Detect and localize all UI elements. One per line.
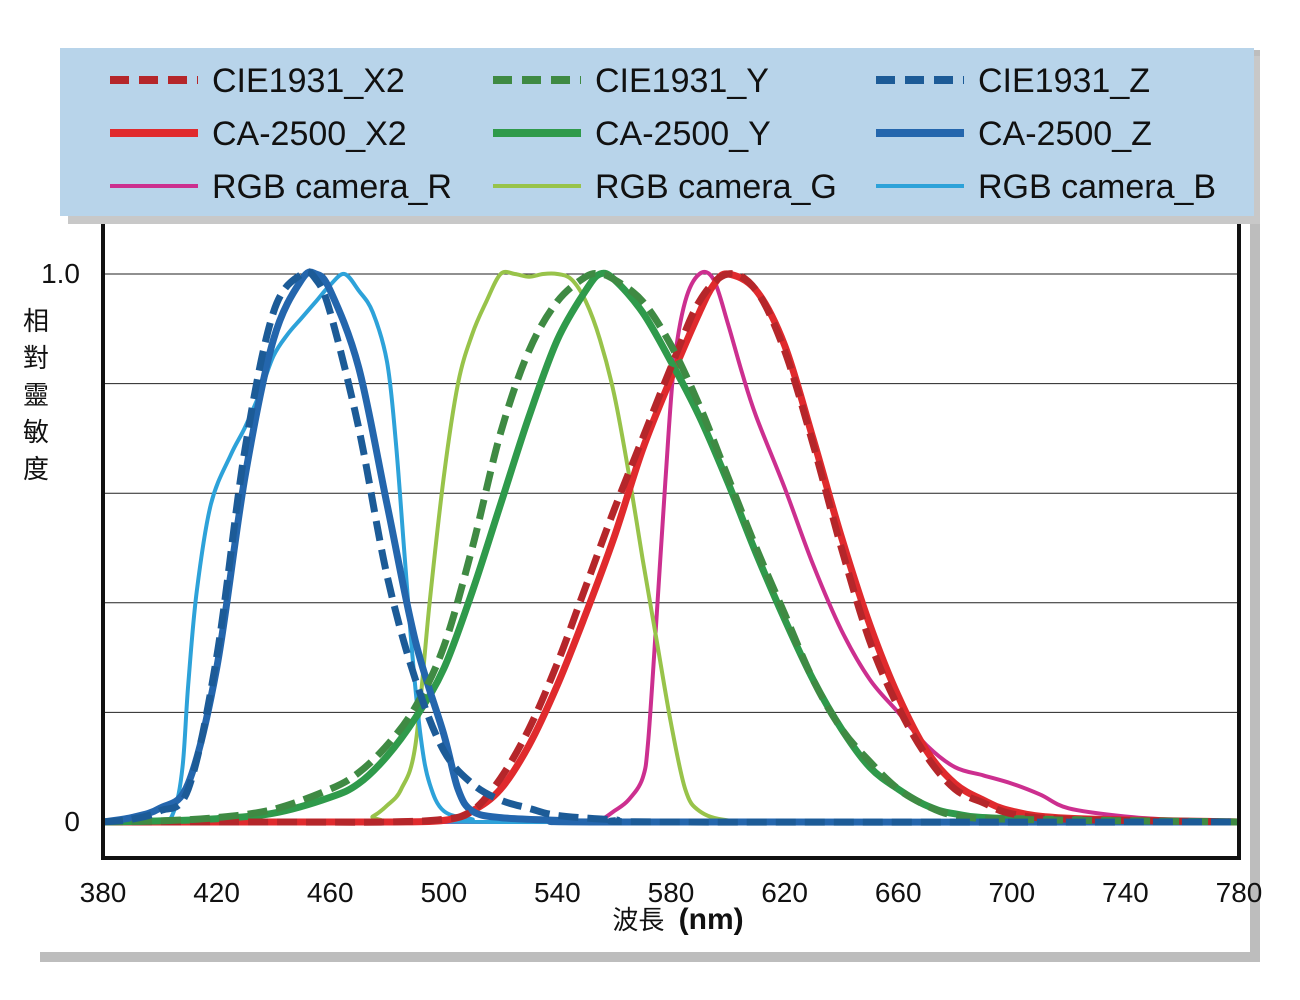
series-group [102,268,1240,826]
legend-shadow-bottom [68,216,1260,224]
x-tick-label-460: 460 [307,877,354,908]
x-tick-label-580: 580 [648,877,695,908]
x-tick-label-380: 380 [80,877,127,908]
series-line-rgb-camera-g [102,269,1240,825]
x-tick-label-420: 420 [193,877,240,908]
x-axis-title-cjk: 波長 [612,906,664,936]
series-line-rgb-camera-r [102,269,1240,825]
series-line-cie1931-z [102,268,1240,826]
legend-box [60,48,1254,216]
x-tick-label-740: 740 [1102,877,1149,908]
gridlines [103,273,1239,713]
legend-label-ca-2500-y: CA-2500_Y [595,115,771,153]
plot-frame [101,184,1241,860]
y-axis-title-char: 敏 [23,418,49,448]
series-line-cie1931-y [102,269,1240,826]
x-tick-label-620: 620 [761,877,808,908]
legend-label-rgb-camera-r: RGB camera_R [212,168,452,206]
y-tick-labels: 01.0 [41,258,80,837]
x-tick-label-700: 700 [988,877,1035,908]
legend-label-rgb-camera-b: RGB camera_B [978,168,1216,206]
legend-label-rgb-camera-g: RGB camera_G [595,168,837,206]
x-tick-labels: 380 420 460 500 540 580 620 660 700 740 780 [80,877,1263,908]
y-axis-title-char: 靈 [23,381,49,411]
legend: CIE1931_X2 CIE1931_Y CIE1931_Z CA-2500_X2 CA… [110,62,1216,206]
x-tick-label-780: 780 [1216,877,1263,908]
x-tick-label-660: 660 [875,877,922,908]
legend-label-ca-2500-x2: CA-2500_X2 [212,115,407,153]
y-axis-title-char: 相 [23,307,49,337]
legend-label-cie1931-z: CIE1931_Z [978,62,1150,100]
x-tick-label-540: 540 [534,877,581,908]
y-axis-title-char: 度 [23,455,49,485]
legend-label-cie1931-x2: CIE1931_X2 [212,62,405,100]
legend-shadow-right [1254,56,1260,224]
x-axis-title-unit: (nm) [679,903,744,936]
y-tick-label-0: 0 [64,806,80,837]
y-axis-title-char: 對 [23,344,49,374]
series-line-cie1931-x2 [102,270,1240,826]
x-axis-title: 波長 (nm) [612,903,743,936]
legend-label-cie1931-y: CIE1931_Y [595,62,769,100]
y-tick-label-1-0: 1.0 [41,258,80,289]
x-tick-label-500: 500 [420,877,467,908]
legend-label-ca-2500-z: CA-2500_Z [978,115,1152,153]
